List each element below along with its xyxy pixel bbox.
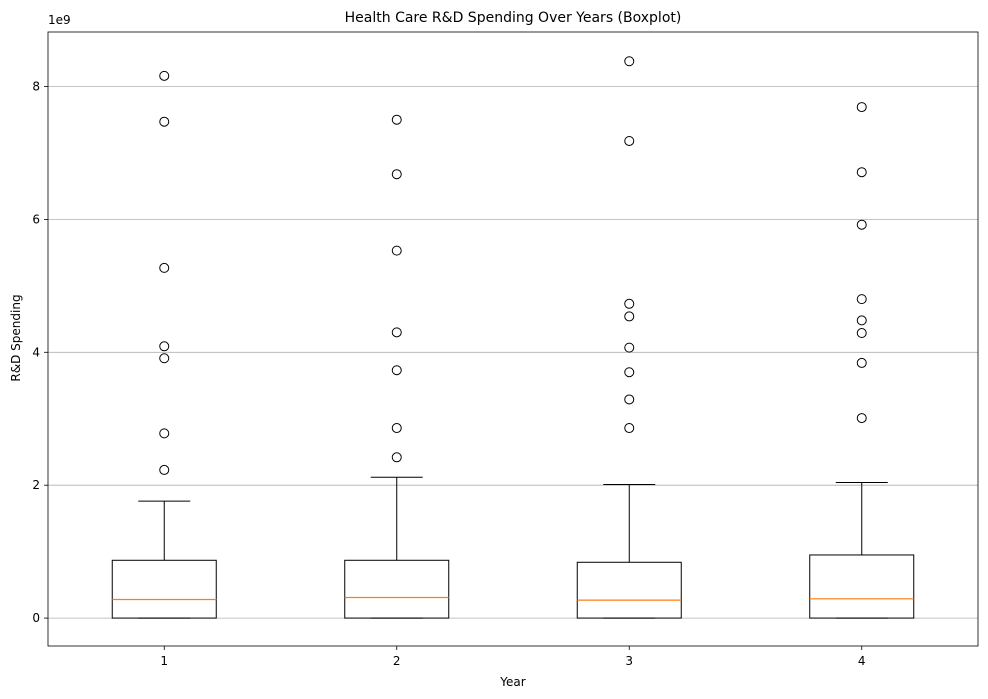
outlier-point [856, 102, 867, 113]
chart-title: Health Care R&D Spending Over Years (Box… [345, 10, 682, 26]
outlier-point [391, 365, 402, 376]
outlier-point [391, 245, 402, 256]
outlier-point [391, 114, 402, 125]
outlier-point [159, 464, 170, 475]
x-tick-label: 4 [858, 654, 866, 668]
outlier-point [391, 452, 402, 463]
outlier-point [624, 56, 635, 67]
outlier-point [624, 135, 635, 146]
outlier-point [391, 169, 402, 180]
outlier-point [159, 353, 170, 364]
y-tick-label: 6 [32, 212, 40, 226]
box-iqr [344, 559, 450, 619]
outlier-point [856, 219, 867, 230]
outlier-point [391, 423, 402, 434]
outlier-point [856, 413, 867, 424]
box-iqr [809, 554, 915, 619]
outlier-point [159, 262, 170, 273]
outlier-point [159, 116, 170, 127]
y-tick-label: 8 [32, 79, 40, 93]
x-tick-label: 2 [393, 654, 401, 668]
plot-frame [47, 31, 979, 647]
outlier-point [856, 357, 867, 368]
outlier-point [159, 70, 170, 81]
outlier-point [624, 367, 635, 378]
box-iqr [111, 559, 217, 619]
outlier-point [624, 298, 635, 309]
outlier-point [624, 394, 635, 405]
outlier-point [624, 342, 635, 353]
outlier-point [856, 294, 867, 305]
x-tick-label: 1 [160, 654, 168, 668]
y-tick-label: 0 [32, 611, 40, 625]
x-axis-label: Year [499, 675, 525, 689]
y-axis-label: R&D Spending [9, 294, 23, 381]
x-tick-label: 3 [625, 654, 633, 668]
y-tick-label: 2 [32, 478, 40, 492]
plot-area: 0 2 4 6 8 1 2 3 4 [32, 31, 979, 668]
outlier-point [391, 327, 402, 338]
outlier-point [159, 341, 170, 352]
outlier-point [624, 311, 635, 322]
box-iqr [576, 561, 682, 619]
y-offset-label: 1e9 [48, 13, 71, 27]
outlier-point [856, 328, 867, 339]
outlier-point [624, 423, 635, 434]
outlier-point [159, 428, 170, 439]
y-tick-label: 4 [32, 345, 40, 359]
outlier-point [856, 167, 867, 178]
outlier-point [856, 315, 867, 326]
